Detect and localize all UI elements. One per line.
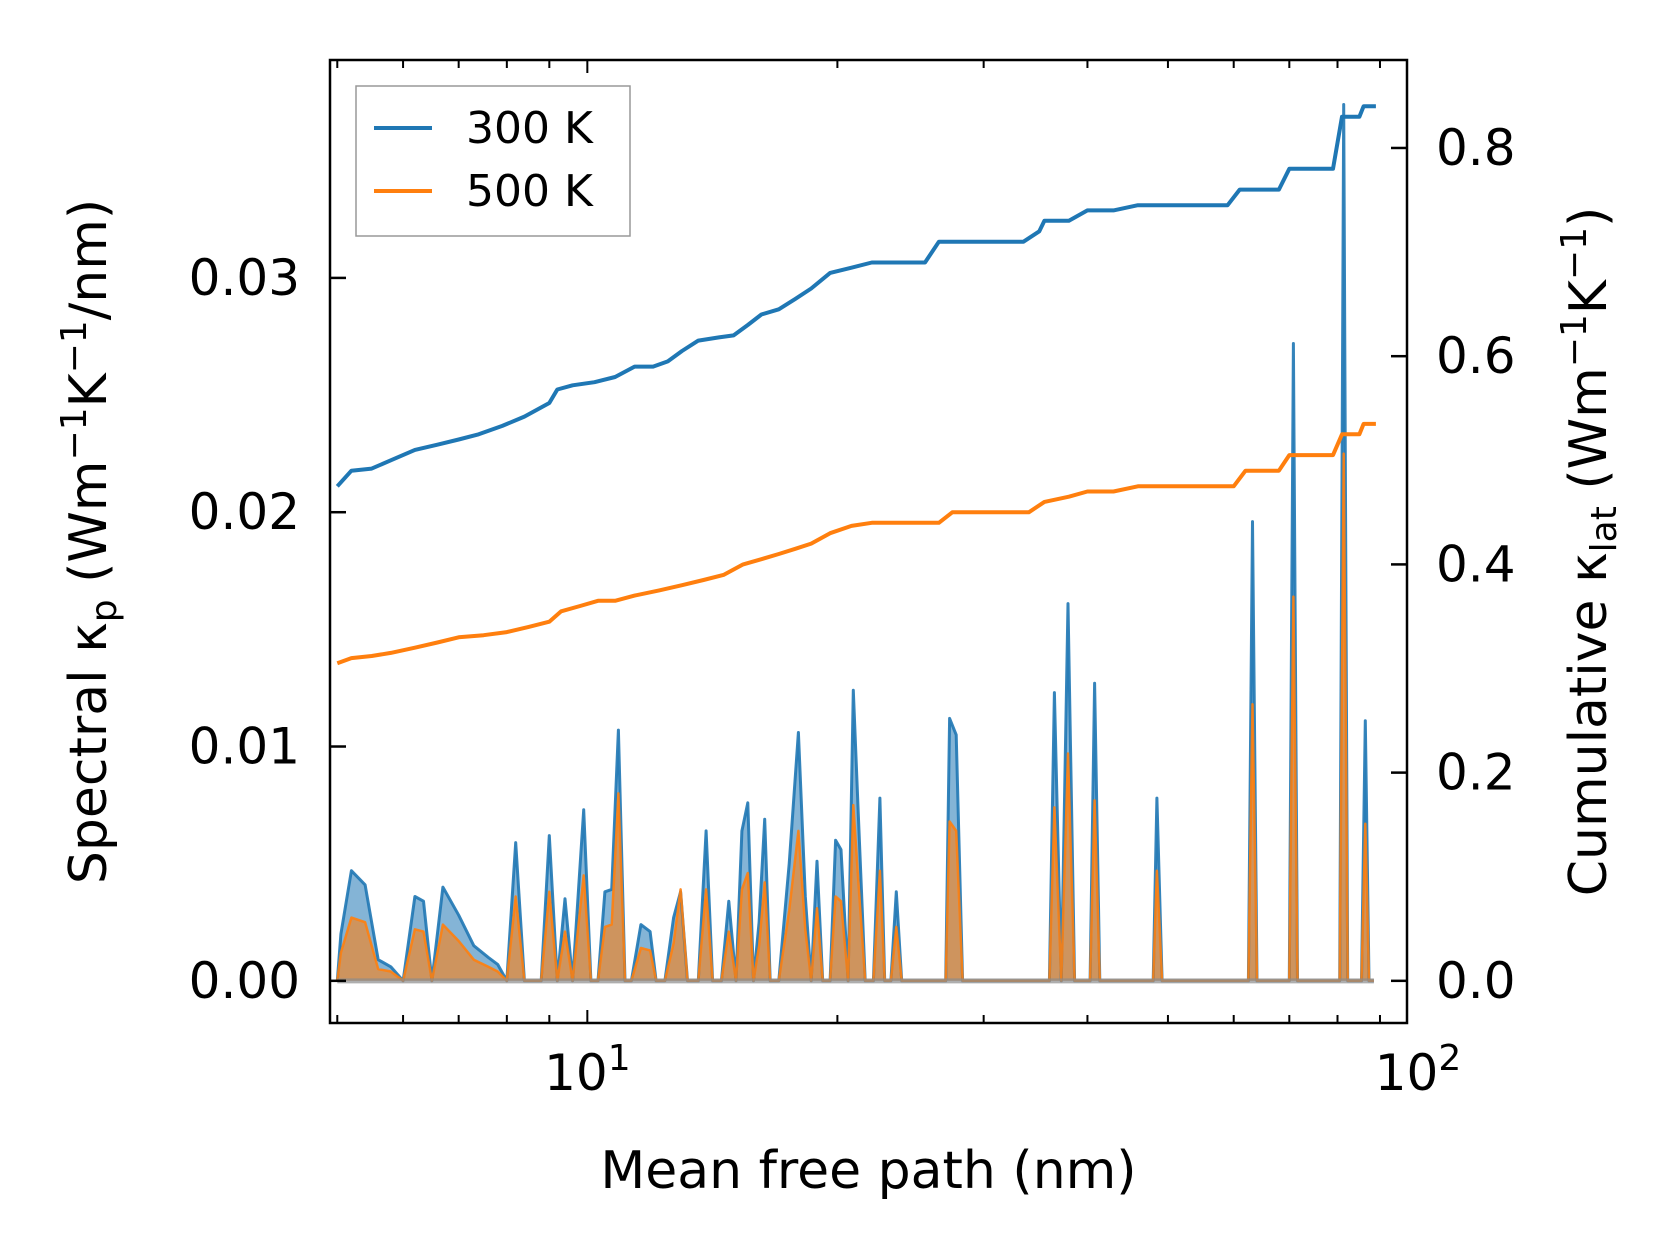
cumulative-line-1 [336, 421, 1376, 666]
y-left-tick-label: 0.01 [189, 718, 300, 776]
y-right-tick-label: 0.2 [1436, 744, 1516, 802]
y-right-tick-label: 0.6 [1436, 327, 1516, 385]
y-right-axis-title: Cumulative κlat (Wm−1K−1) [1554, 207, 1625, 897]
x-tick-label: 101 [544, 1038, 631, 1102]
legend-box [355, 85, 631, 237]
legend: 300 K 500 K [355, 85, 631, 237]
spectral-area-0 [337, 104, 1374, 981]
x-tick-label: 102 [1375, 1038, 1462, 1102]
axes-frame [328, 58, 1409, 1025]
y-left-tick-label: 0.02 [189, 483, 300, 541]
spectral-area-1 [337, 453, 1374, 981]
legend-label-0: 300 K [466, 103, 594, 154]
cumulative-line-0 [335, 104, 1376, 488]
y-right-tick-label: 0.0 [1436, 952, 1516, 1010]
plot-area [335, 103, 1376, 984]
axis-ticks: 101 102 0.00 0.01 0.02 0.03 0.0 0.2 0.4 0.6 0.8 [189, 60, 1516, 1102]
legend-label-1: 500 K [466, 166, 594, 217]
x-axis-title: Mean free path (nm) [600, 1141, 1136, 1201]
axis-titles: Mean free path (nm) Spectral κp (Wm−1K−1/… [54, 199, 1625, 1201]
y-left-tick-label: 0.03 [189, 249, 300, 307]
y-right-tick-label: 0.4 [1436, 535, 1516, 593]
spectral-line-1 [336, 452, 1374, 983]
y-left-tick-label: 0.00 [189, 952, 300, 1010]
axes-border [328, 58, 1409, 1025]
y-right-tick-label: 0.8 [1436, 119, 1516, 177]
y-left-axis-title: Spectral κp (Wm−1K−1/nm) [54, 199, 125, 884]
